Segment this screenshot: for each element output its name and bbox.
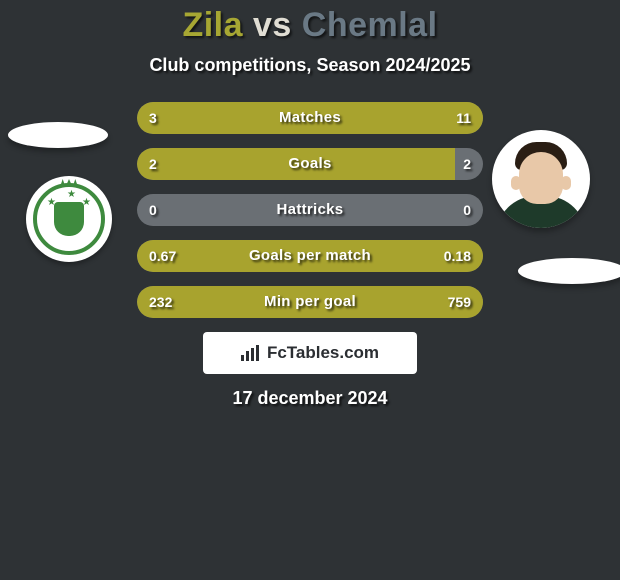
comparison-infographic: Zila vs Chemlal Club competitions, Seaso…: [0, 0, 620, 580]
player1-name: Zila: [182, 6, 243, 44]
stat-bar-right-value: 0.18: [444, 240, 471, 272]
brand-text: FcTables.com: [267, 343, 379, 363]
bar-chart-icon: [241, 345, 261, 361]
stat-bar: 0.67Goals per match0.18: [137, 240, 483, 272]
stat-bar-right-value: 0: [463, 194, 471, 226]
subtitle: Club competitions, Season 2024/2025: [0, 55, 620, 76]
date-caption: 17 december 2024: [0, 388, 620, 409]
stat-bar-label: Goals per match: [137, 240, 483, 272]
page-title: Zila vs Chemlal: [0, 0, 620, 45]
stat-bars-container: 3Matches11 2Goals2 0Hattricks0 0.67Goals pe…: [0, 102, 620, 318]
title-vs: vs: [253, 6, 292, 44]
stat-bar-right-value: 759: [448, 286, 471, 318]
stat-bar-label: Goals: [137, 148, 483, 180]
stat-bar: 3Matches11: [137, 102, 483, 134]
stat-bar: 0Hattricks0: [137, 194, 483, 226]
stat-bar-label: Matches: [137, 102, 483, 134]
brand-badge: FcTables.com: [203, 332, 417, 374]
stat-bar-label: Min per goal: [137, 286, 483, 318]
player2-name: Chemlal: [302, 6, 438, 44]
stat-bar-right-value: 11: [456, 102, 471, 134]
stat-bar-label: Hattricks: [137, 194, 483, 226]
stat-bar: 232Min per goal759: [137, 286, 483, 318]
stat-bar-right-value: 2: [463, 148, 471, 180]
stat-bar: 2Goals2: [137, 148, 483, 180]
